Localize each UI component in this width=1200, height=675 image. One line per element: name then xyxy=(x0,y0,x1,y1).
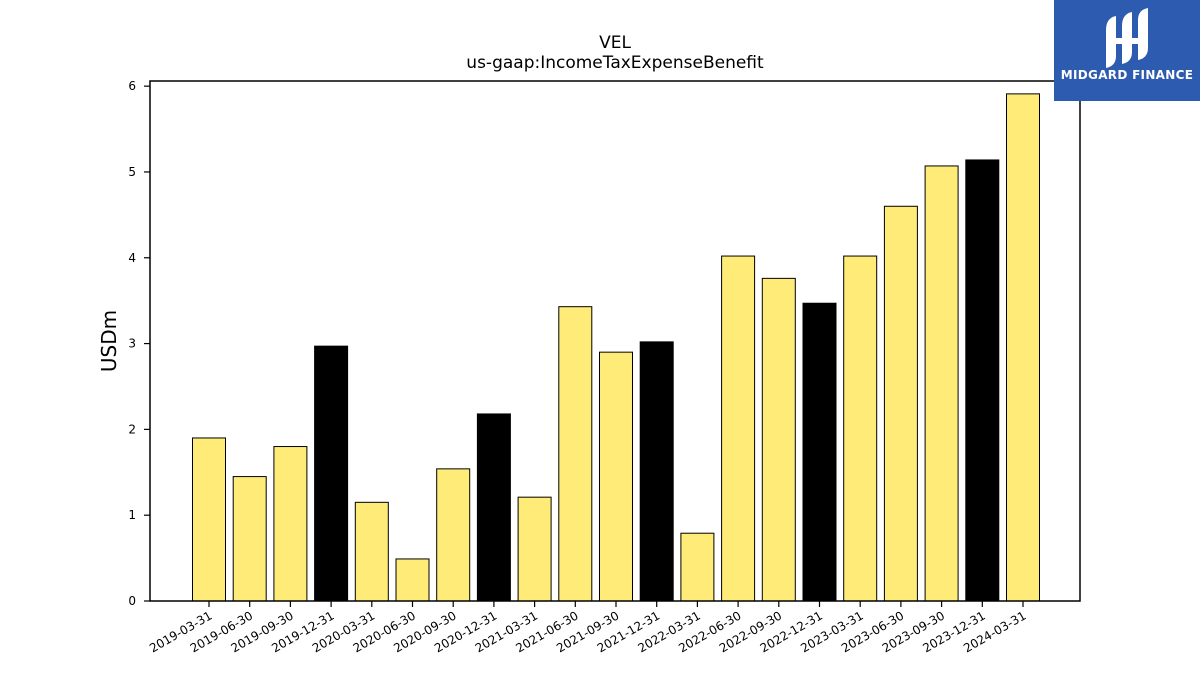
bar-2021-09-30 xyxy=(599,351,633,602)
bar-2023-12-31 xyxy=(965,159,1000,602)
bar-2021-12-31 xyxy=(639,341,674,602)
bars-layer xyxy=(192,93,1040,602)
y-tick-label: 3 xyxy=(128,337,136,351)
brand-name: MIDGARD FINANCE xyxy=(1060,68,1194,82)
bar-2019-03-31 xyxy=(192,437,226,602)
bar-2023-03-31 xyxy=(843,255,878,602)
bar-2021-03-31 xyxy=(517,496,552,602)
bar-2020-03-31 xyxy=(354,501,389,602)
y-tick-label: 5 xyxy=(128,165,136,179)
bar-2021-06-30 xyxy=(558,306,593,602)
bar-2023-09-30 xyxy=(924,165,959,602)
bar-2020-09-30 xyxy=(436,468,471,602)
bar-2019-06-30 xyxy=(232,476,267,602)
midgard-finance-logo: MIDGARD FINANCE xyxy=(1054,0,1200,101)
y-axis-label: USDm xyxy=(97,310,121,372)
bar-2022-12-31 xyxy=(802,302,837,602)
y-tick-label: 0 xyxy=(128,594,136,608)
bar-2022-09-30 xyxy=(761,277,796,602)
chart-title: VEL xyxy=(599,33,631,53)
y-tick-label: 2 xyxy=(128,422,136,436)
bar-2020-12-31 xyxy=(476,413,511,602)
bar-2019-12-31 xyxy=(314,345,349,602)
y-tick-label: 6 xyxy=(128,79,136,93)
y-tick-label: 1 xyxy=(128,508,136,522)
bar-2023-06-30 xyxy=(883,205,918,602)
midgard-logo-icon xyxy=(1106,8,1148,68)
bar-2020-06-30 xyxy=(395,558,430,602)
plot-frame xyxy=(149,80,1081,602)
bar-2019-09-30 xyxy=(273,446,308,602)
bar-2022-03-31 xyxy=(680,532,715,602)
y-tick-label: 4 xyxy=(128,251,136,265)
chart-subtitle: us-gaap:IncomeTaxExpenseBenefit xyxy=(466,53,764,73)
bar-2024-03-31 xyxy=(1006,93,1040,602)
bar-2022-06-30 xyxy=(721,255,756,602)
